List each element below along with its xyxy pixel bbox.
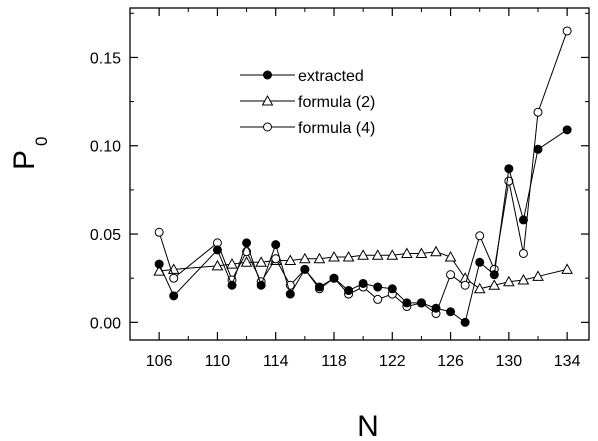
data-point-extracted: [504, 164, 514, 174]
x-tick-label: 126: [437, 353, 464, 370]
legend-marker: [261, 94, 274, 106]
series-line-formula-4: [158, 30, 568, 315]
data-point-extracted: [533, 144, 543, 154]
data-point-extracted: [242, 238, 252, 248]
data-point-formula-2: [328, 250, 340, 262]
data-point-extracted: [446, 307, 456, 317]
data-point-extracted: [358, 278, 368, 288]
series-layer: [153, 26, 573, 327]
data-point-extracted: [154, 259, 164, 269]
data-point-formula-2: [386, 249, 399, 260]
legend-label: extracted: [298, 68, 364, 85]
data-point-formula-2: [342, 250, 355, 262]
y-tick-label: 0.00: [90, 315, 121, 332]
data-point-extracted: [518, 215, 528, 225]
data-point-formula-2: [313, 252, 326, 264]
data-point-formula-2: [299, 252, 311, 264]
data-point-formula-4: [475, 231, 485, 241]
legend-item-formula-4: formula (4): [240, 120, 375, 137]
data-point-formula-2: [284, 254, 297, 266]
legend-label: formula (4): [298, 120, 375, 137]
legend-marker: [263, 70, 272, 80]
data-point-formula-2: [517, 273, 530, 285]
data-point-formula-2: [415, 247, 428, 258]
data-point-extracted: [460, 317, 470, 327]
y-tick-label: 0.10: [90, 139, 121, 156]
series-formula-2: [153, 245, 573, 294]
data-point-extracted: [314, 282, 324, 292]
data-point-extracted: [285, 289, 295, 299]
legend: extracted formula (2) formula (4): [240, 68, 375, 137]
legend-label: formula (2): [298, 94, 375, 111]
data-point-extracted: [387, 284, 397, 294]
axis-ticks: 106 110 114 118 122 126 130 134 0.00 0.05 0.10 0.15: [90, 8, 589, 370]
series-line-extracted: [158, 129, 568, 324]
data-point-formula-2: [473, 282, 486, 294]
data-point-extracted: [373, 282, 383, 292]
x-tick-label: 114: [263, 353, 289, 370]
x-axis-title: N: [357, 410, 379, 441]
data-point-formula-2: [211, 259, 224, 271]
data-point-extracted: [271, 240, 281, 250]
data-point-extracted: [212, 245, 222, 255]
x-tick-label: 134: [554, 353, 581, 370]
data-point-formula-4: [154, 227, 164, 237]
data-point-formula-4: [562, 26, 572, 36]
data-point-extracted: [562, 125, 572, 135]
data-point-formula-2: [503, 275, 515, 287]
legend-item-formula-2: formula (2): [240, 94, 375, 111]
data-point-formula-2: [240, 256, 253, 267]
x-tick-label: 118: [321, 353, 347, 370]
series-extracted: [154, 125, 572, 327]
data-point-extracted: [489, 270, 499, 280]
data-point-formula-4: [518, 248, 528, 258]
data-point-formula-4: [373, 294, 383, 304]
data-point-extracted: [475, 257, 485, 267]
data-point-formula-2: [488, 279, 501, 290]
data-point-formula-2: [430, 245, 442, 257]
data-point-formula-4: [460, 280, 470, 290]
data-point-formula-4: [169, 273, 179, 283]
data-point-formula-2: [255, 256, 267, 267]
data-point-extracted: [227, 280, 237, 290]
x-tick-label: 130: [496, 353, 523, 370]
data-point-formula-2: [561, 263, 573, 274]
data-point-extracted: [300, 264, 310, 274]
data-point-formula-4: [271, 254, 281, 264]
y-tick-label: 0.15: [90, 50, 121, 67]
data-point-extracted: [329, 273, 339, 283]
x-tick-label: 122: [379, 353, 406, 370]
legend-marker: [263, 122, 272, 132]
data-point-formula-4: [446, 270, 456, 280]
data-point-formula-2: [401, 247, 413, 258]
plot-frame: [129, 7, 590, 341]
x-tick-label: 106: [146, 353, 173, 370]
data-point-formula-2: [357, 249, 369, 260]
data-point-extracted: [256, 280, 266, 290]
y-tick-label: 0.05: [90, 227, 121, 244]
data-point-extracted: [431, 303, 441, 313]
data-point-extracted: [416, 298, 426, 308]
data-point-extracted: [344, 286, 354, 296]
data-point-extracted: [402, 298, 412, 308]
data-point-formula-2: [532, 270, 544, 281]
data-point-extracted: [169, 291, 179, 301]
x-tick-label: 110: [205, 353, 231, 370]
data-point-formula-2: [444, 250, 457, 262]
legend-item-extracted: extracted: [240, 68, 364, 85]
y-axis-title-main: P: [8, 150, 41, 170]
y-axis-title-subscript: 0: [32, 137, 51, 146]
data-point-formula-2: [371, 249, 384, 260]
data-point-formula-2: [226, 258, 238, 269]
y-axis-title: P 0: [8, 137, 51, 170]
data-point-formula-4: [533, 107, 543, 117]
